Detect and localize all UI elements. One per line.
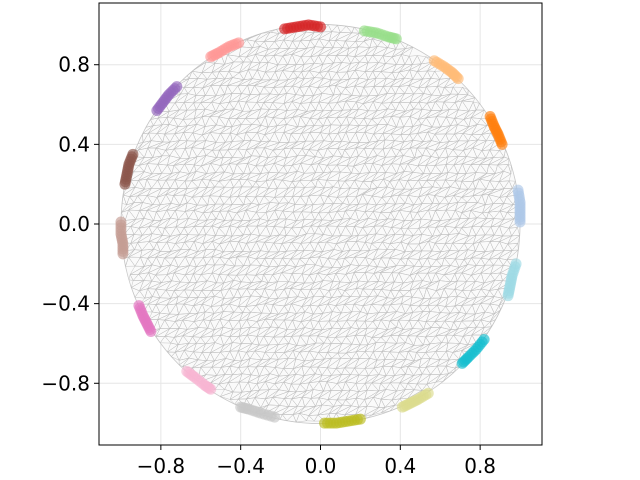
x-tick-label: 0.8 (464, 454, 496, 478)
scatter-point (396, 401, 408, 413)
x-tick-label: −0.8 (137, 454, 186, 478)
scatter-point (205, 383, 217, 395)
cluster-5 (502, 258, 522, 302)
mesh-edges (120, 24, 521, 424)
y-tick-label: −0.8 (41, 371, 90, 395)
scatter-point (390, 33, 402, 45)
cluster-14 (151, 81, 183, 117)
cluster-11 (133, 300, 157, 338)
cluster-2 (428, 55, 464, 85)
y-tick-label: 0.0 (58, 212, 90, 236)
scatter-point (315, 21, 326, 33)
scatter-point (514, 216, 526, 228)
cluster-3 (484, 110, 508, 150)
cluster-12 (115, 216, 129, 260)
scatter-point (456, 357, 468, 369)
y-axis: 0.8 0.4 0.0 −0.4 −0.8 (41, 53, 99, 395)
cluster-8 (318, 413, 366, 429)
cluster-9 (235, 401, 281, 423)
x-axis: −0.8 −0.4 0.0 0.4 0.8 (137, 445, 496, 478)
scatter-point (145, 326, 157, 338)
cluster-4 (512, 184, 526, 228)
scatter-point (117, 248, 129, 260)
cluster-13 (119, 148, 139, 190)
x-tick-label: 0.0 (305, 454, 337, 478)
x-tick-label: 0.4 (384, 454, 416, 478)
cluster-1 (358, 25, 402, 45)
scatter-point (119, 178, 131, 190)
x-tick-label: −0.4 (216, 454, 265, 478)
cluster-10 (181, 365, 217, 395)
scatter-points (115, 19, 526, 429)
scatter-point (502, 290, 514, 302)
cluster-0 (279, 19, 326, 35)
scatter-point (235, 401, 247, 413)
cluster-15 (205, 37, 245, 63)
scatter-point (151, 105, 163, 117)
scatter-point (452, 73, 464, 85)
scatter-point (496, 138, 508, 150)
scatter-point (205, 51, 217, 63)
cluster-7 (396, 387, 434, 413)
y-tick-label: 0.4 (58, 132, 90, 156)
cluster-6 (456, 333, 490, 369)
y-tick-label: −0.4 (41, 292, 90, 316)
scatter-point (318, 417, 330, 429)
y-tick-label: 0.8 (58, 53, 90, 77)
